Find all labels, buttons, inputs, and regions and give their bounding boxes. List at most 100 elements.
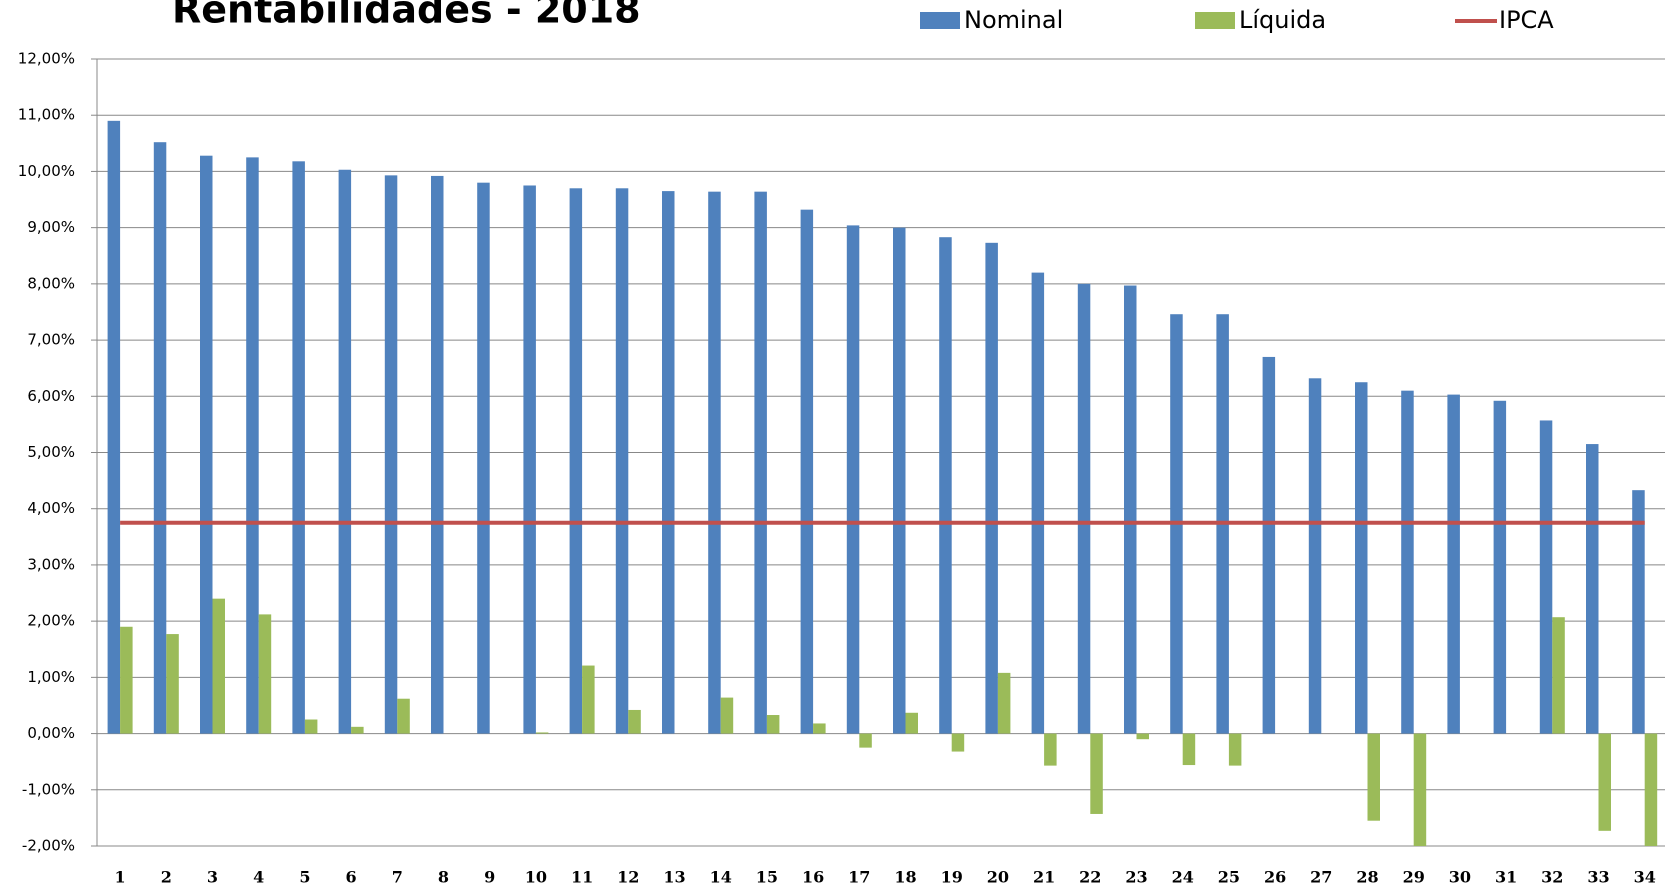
bar: [523, 185, 536, 734]
x-tick-label: 14: [710, 868, 732, 886]
bar: [1124, 285, 1137, 734]
x-tick-label: 15: [756, 868, 778, 886]
x-tick-label: 28: [1356, 868, 1378, 886]
bar: [662, 191, 675, 734]
x-tick-label: 24: [1172, 868, 1194, 886]
bar: [859, 733, 872, 748]
x-tick-label: 11: [571, 868, 593, 886]
bar: [292, 161, 305, 734]
bar: [1136, 733, 1149, 740]
y-tick-label: -2,00%: [22, 837, 75, 855]
bar: [1031, 272, 1045, 734]
bar: [258, 614, 272, 734]
bar: [431, 175, 444, 734]
bar: [905, 712, 918, 734]
y-tick-label: -1,00%: [22, 780, 75, 798]
x-tick-label: 16: [802, 868, 824, 886]
x-tick-label: 18: [894, 868, 916, 886]
bar: [1552, 617, 1565, 734]
x-tick-label: 8: [438, 868, 449, 886]
legend-label: Nominal: [964, 6, 1063, 34]
x-tick-label: 23: [1125, 868, 1147, 886]
y-tick-label: 3,00%: [27, 555, 75, 573]
bar: [107, 120, 121, 734]
x-tick-label: 13: [663, 868, 685, 886]
bar: [754, 191, 767, 734]
bar: [351, 726, 364, 734]
bar: [1586, 444, 1599, 734]
y-tick-label: 8,00%: [27, 274, 75, 292]
chart-title: Rentabilidades - 2018: [172, 0, 641, 32]
bar: [893, 227, 906, 734]
x-tick-label: 2: [161, 868, 172, 886]
legend-label: Líquida: [1239, 6, 1326, 34]
x-tick-label: 29: [1403, 868, 1425, 886]
bar: [246, 157, 259, 734]
bar: [1632, 490, 1645, 734]
bar: [397, 698, 410, 734]
bar: [1090, 733, 1103, 814]
x-tick-label: 32: [1541, 868, 1563, 886]
bar: [569, 188, 583, 734]
x-tick-label: 30: [1449, 868, 1471, 886]
bar: [1077, 283, 1091, 734]
x-tick-label: 34: [1634, 868, 1656, 886]
x-tick-label: 7: [392, 868, 403, 886]
x-tick-label: 12: [617, 868, 639, 886]
x-tick-label: 31: [1495, 868, 1517, 886]
bar: [1355, 382, 1368, 734]
x-tick-label: 1: [115, 868, 126, 886]
x-tick-label: 26: [1264, 868, 1286, 886]
bar: [1228, 733, 1242, 766]
bar: [985, 242, 998, 734]
bar: [720, 697, 734, 734]
bar: [1308, 378, 1322, 734]
bar: [1367, 733, 1380, 821]
x-tick-label: 20: [987, 868, 1009, 886]
bar: [120, 626, 133, 734]
bar: [477, 182, 490, 734]
bar: [846, 225, 860, 734]
bar: [153, 142, 167, 734]
bar: [615, 188, 629, 734]
bar: [1262, 356, 1276, 734]
bar: [1413, 733, 1427, 846]
y-tick-label: 9,00%: [27, 218, 75, 236]
bar: [997, 672, 1011, 734]
x-tick-label: 17: [848, 868, 870, 886]
legend-label: IPCA: [1499, 6, 1554, 34]
bar: [1182, 733, 1196, 766]
x-tick-label: 33: [1587, 868, 1609, 886]
y-tick-label: 11,00%: [18, 106, 75, 124]
bar: [582, 665, 595, 734]
bar: [951, 733, 965, 752]
bar: [384, 175, 398, 734]
bar: [212, 598, 225, 734]
y-tick-label: 5,00%: [27, 443, 75, 461]
bar: [535, 732, 549, 734]
x-tick-label: 21: [1033, 868, 1055, 886]
x-tick-label: 4: [253, 868, 264, 886]
bar: [1644, 733, 1658, 846]
x-tick-label: 3: [207, 868, 218, 886]
legend-swatch: [1195, 12, 1235, 29]
x-tick-label: 22: [1079, 868, 1101, 886]
x-tick-label: 10: [525, 868, 547, 886]
y-tick-label: 7,00%: [27, 331, 75, 349]
y-tick-label: 12,00%: [18, 50, 75, 68]
y-tick-label: 1,00%: [27, 668, 75, 686]
bar: [304, 719, 318, 734]
bar: [766, 715, 780, 734]
bar: [939, 237, 952, 734]
x-tick-label: 6: [346, 868, 357, 886]
x-tick-label: 27: [1310, 868, 1332, 886]
y-tick-label: 6,00%: [27, 387, 75, 405]
x-tick-label: 25: [1218, 868, 1240, 886]
bar: [1447, 394, 1460, 734]
y-tick-label: 10,00%: [18, 162, 75, 180]
y-tick-label: 0,00%: [27, 724, 75, 742]
x-tick-label: 5: [299, 868, 310, 886]
x-tick-label: 9: [484, 868, 495, 886]
bar: [200, 155, 213, 734]
